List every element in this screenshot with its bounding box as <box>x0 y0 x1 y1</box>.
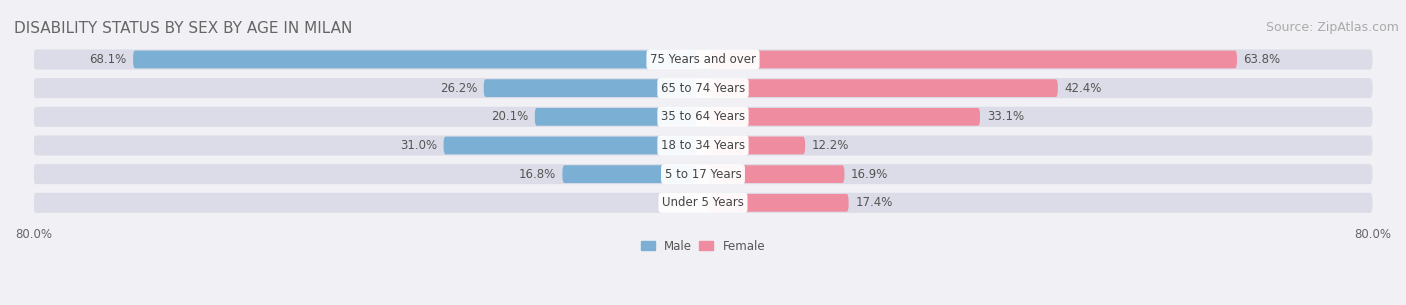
Text: 16.8%: 16.8% <box>519 168 555 181</box>
FancyBboxPatch shape <box>709 51 1237 68</box>
Text: 42.4%: 42.4% <box>1064 82 1102 95</box>
FancyBboxPatch shape <box>709 137 806 154</box>
FancyBboxPatch shape <box>484 79 697 97</box>
FancyBboxPatch shape <box>709 165 845 183</box>
Text: 26.2%: 26.2% <box>440 82 477 95</box>
Text: 12.2%: 12.2% <box>811 139 849 152</box>
FancyBboxPatch shape <box>34 78 1372 98</box>
Text: 65 to 74 Years: 65 to 74 Years <box>661 82 745 95</box>
FancyBboxPatch shape <box>709 79 1057 97</box>
FancyBboxPatch shape <box>34 49 1372 70</box>
Text: 18 to 34 Years: 18 to 34 Years <box>661 139 745 152</box>
Text: 20.1%: 20.1% <box>491 110 529 123</box>
Text: 33.1%: 33.1% <box>987 110 1024 123</box>
FancyBboxPatch shape <box>34 107 1372 127</box>
FancyBboxPatch shape <box>534 108 697 126</box>
Text: 35 to 64 Years: 35 to 64 Years <box>661 110 745 123</box>
Text: Source: ZipAtlas.com: Source: ZipAtlas.com <box>1265 21 1399 34</box>
FancyBboxPatch shape <box>443 137 697 154</box>
Text: 17.4%: 17.4% <box>855 196 893 209</box>
FancyBboxPatch shape <box>562 165 697 183</box>
Text: DISABILITY STATUS BY SEX BY AGE IN MILAN: DISABILITY STATUS BY SEX BY AGE IN MILAN <box>14 21 353 36</box>
Text: 5 to 17 Years: 5 to 17 Years <box>665 168 741 181</box>
Legend: Male, Female: Male, Female <box>636 235 770 257</box>
Text: 68.1%: 68.1% <box>89 53 127 66</box>
Text: 16.9%: 16.9% <box>851 168 889 181</box>
Text: 75 Years and over: 75 Years and over <box>650 53 756 66</box>
FancyBboxPatch shape <box>134 51 697 68</box>
FancyBboxPatch shape <box>34 164 1372 184</box>
FancyBboxPatch shape <box>34 193 1372 213</box>
Text: 0.0%: 0.0% <box>661 196 690 209</box>
Text: 63.8%: 63.8% <box>1244 53 1281 66</box>
FancyBboxPatch shape <box>709 108 980 126</box>
Text: Under 5 Years: Under 5 Years <box>662 196 744 209</box>
Text: 31.0%: 31.0% <box>399 139 437 152</box>
FancyBboxPatch shape <box>34 135 1372 156</box>
FancyBboxPatch shape <box>709 194 849 212</box>
